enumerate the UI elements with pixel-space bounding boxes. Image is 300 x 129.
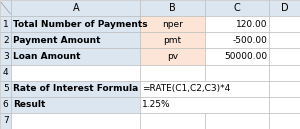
- Bar: [11, 64, 140, 81]
- Bar: [140, 97, 269, 113]
- Bar: [140, 16, 205, 32]
- Bar: [269, 97, 300, 113]
- Bar: [205, 16, 269, 32]
- Text: 4: 4: [3, 68, 8, 77]
- Text: =RATE(C1,C2,C3)*4: =RATE(C1,C2,C3)*4: [142, 84, 230, 93]
- Bar: [11, 113, 140, 129]
- Text: 5: 5: [3, 84, 9, 93]
- Bar: [269, 64, 300, 81]
- Text: pmt: pmt: [164, 36, 182, 45]
- Text: nper: nper: [162, 20, 183, 29]
- Bar: [269, 32, 300, 48]
- Bar: [140, 81, 269, 97]
- Bar: [11, 81, 140, 97]
- Bar: [205, 32, 269, 48]
- Bar: [140, 64, 205, 81]
- Bar: [205, 48, 269, 64]
- Text: 7: 7: [3, 116, 9, 125]
- Bar: [205, 113, 269, 129]
- Text: 3: 3: [3, 52, 9, 61]
- Bar: [269, 0, 300, 16]
- Bar: [140, 32, 205, 48]
- Bar: [205, 64, 269, 81]
- Bar: [269, 113, 300, 129]
- Bar: [11, 0, 140, 16]
- Bar: [11, 97, 140, 113]
- Text: pv: pv: [167, 52, 178, 61]
- Bar: [269, 81, 300, 97]
- Text: D: D: [281, 3, 289, 13]
- Text: C: C: [234, 3, 241, 13]
- Bar: [269, 16, 300, 32]
- Bar: [0, 16, 11, 32]
- Text: 1: 1: [3, 20, 9, 29]
- Text: Total Number of Payments: Total Number of Payments: [13, 20, 148, 29]
- Text: B: B: [169, 3, 176, 13]
- Bar: [11, 32, 140, 48]
- Text: Payment Amount: Payment Amount: [13, 36, 101, 45]
- Bar: [140, 0, 205, 16]
- Text: Loan Amount: Loan Amount: [13, 52, 81, 61]
- Text: 120.00: 120.00: [236, 20, 267, 29]
- Text: 1.25%: 1.25%: [142, 100, 171, 109]
- Bar: [140, 113, 205, 129]
- Bar: [269, 48, 300, 64]
- Text: -500.00: -500.00: [232, 36, 267, 45]
- Bar: [11, 48, 140, 64]
- Text: A: A: [73, 3, 79, 13]
- Bar: [0, 64, 11, 81]
- Text: Result: Result: [13, 100, 46, 109]
- Bar: [0, 113, 11, 129]
- Text: 2: 2: [3, 36, 8, 45]
- Bar: [0, 81, 11, 97]
- Bar: [0, 0, 11, 16]
- Bar: [205, 0, 269, 16]
- Text: Rate of Interest Formula: Rate of Interest Formula: [13, 84, 138, 93]
- Bar: [11, 16, 140, 32]
- Bar: [0, 97, 11, 113]
- Bar: [0, 32, 11, 48]
- Bar: [0, 48, 11, 64]
- Text: 50000.00: 50000.00: [224, 52, 267, 61]
- Text: 6: 6: [3, 100, 9, 109]
- Bar: [140, 48, 205, 64]
